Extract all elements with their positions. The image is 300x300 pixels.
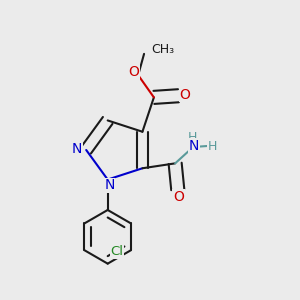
Text: N: N xyxy=(104,178,115,192)
Text: Cl: Cl xyxy=(111,245,124,258)
Text: H: H xyxy=(208,140,218,152)
Text: N: N xyxy=(72,142,82,156)
Text: O: O xyxy=(173,190,184,204)
Text: CH₃: CH₃ xyxy=(151,44,174,56)
Text: O: O xyxy=(179,88,191,102)
Text: O: O xyxy=(128,65,139,79)
Text: H: H xyxy=(188,131,197,144)
Text: N: N xyxy=(189,139,199,153)
